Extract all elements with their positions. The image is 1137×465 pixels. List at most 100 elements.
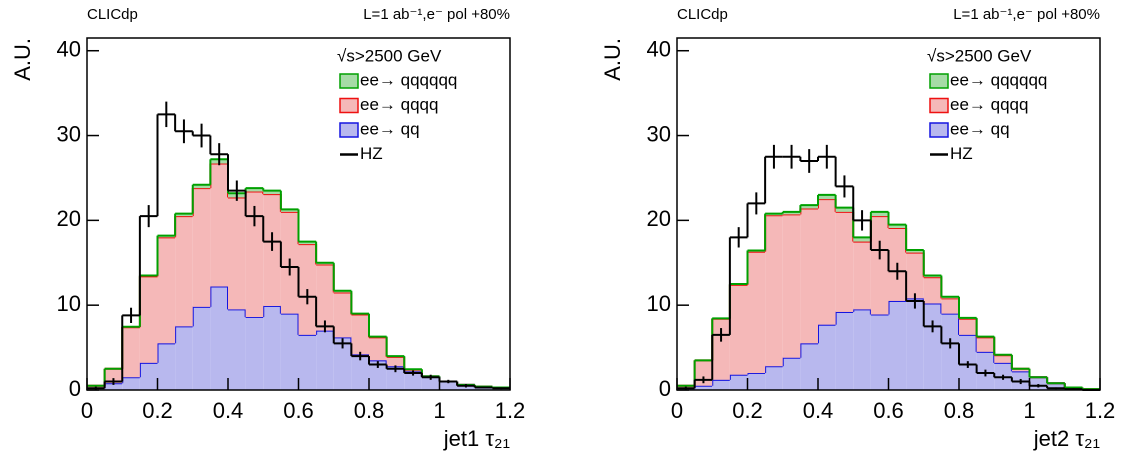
bar-segment bbox=[818, 194, 836, 200]
x-tick-label: 0.2 bbox=[142, 398, 173, 423]
bar-segment bbox=[782, 357, 801, 390]
bar-segment bbox=[386, 356, 405, 367]
y-tick-label: 20 bbox=[57, 206, 81, 231]
legend-label: ee→ qqqqqq bbox=[360, 70, 457, 89]
bar-segment bbox=[835, 311, 854, 390]
bar-segment bbox=[192, 184, 211, 189]
x-tick-label: 0.4 bbox=[213, 398, 244, 423]
bar-segment bbox=[104, 383, 123, 390]
bar-segment bbox=[245, 317, 264, 390]
legend-swatch bbox=[339, 73, 359, 89]
bar-segment bbox=[369, 360, 387, 390]
y-tick-label: 0 bbox=[659, 376, 671, 401]
bar-segment bbox=[122, 327, 140, 378]
bar-segment bbox=[835, 207, 854, 212]
bar-segment bbox=[712, 379, 730, 390]
legend-label: ee→ qqqq bbox=[360, 95, 438, 114]
bar-segment bbox=[192, 306, 211, 390]
bar-segment bbox=[210, 286, 228, 390]
bar-segment bbox=[228, 197, 246, 310]
legend-title: √s>2500 GeV bbox=[337, 46, 442, 65]
y-tick-label: 10 bbox=[647, 291, 671, 316]
bar-segment bbox=[888, 224, 907, 228]
bar-segment bbox=[280, 313, 299, 390]
bar-segment bbox=[870, 314, 889, 390]
x-tick-label: 0 bbox=[81, 398, 93, 423]
bar-segment bbox=[122, 377, 140, 390]
bar-segment bbox=[298, 241, 317, 245]
legend-label: HZ bbox=[360, 144, 383, 163]
legend-label: ee→ qqqqqq bbox=[950, 70, 1047, 89]
legend-swatch bbox=[929, 97, 949, 114]
bar-segment bbox=[782, 211, 801, 215]
legend-swatch bbox=[339, 97, 359, 114]
x-tick-label: 1 bbox=[433, 398, 445, 423]
bar-segment bbox=[941, 313, 959, 390]
bar-segment bbox=[765, 215, 783, 367]
bar-segment bbox=[104, 368, 123, 384]
bar-segment bbox=[245, 188, 264, 192]
corner-right: L=1 ab⁻¹,e⁻ pol +80% bbox=[363, 6, 510, 23]
bar-segment bbox=[994, 355, 1012, 363]
bar-segment bbox=[1047, 383, 1065, 390]
bar-segment bbox=[333, 337, 352, 390]
bar-segment bbox=[729, 284, 748, 375]
corner-right: L=1 ab⁻¹,e⁻ pol +80% bbox=[953, 6, 1100, 23]
x-tick-label: 1 bbox=[1023, 398, 1035, 423]
x-axis-label: jet1 τ₂₁ bbox=[443, 426, 510, 451]
x-tick-label: 0.8 bbox=[354, 398, 385, 423]
bar-segment bbox=[175, 216, 193, 327]
bar-segment bbox=[818, 199, 836, 325]
bar-segment bbox=[175, 326, 193, 390]
bar-segment bbox=[139, 362, 158, 390]
bar-segment bbox=[351, 314, 369, 355]
bar-segment bbox=[316, 330, 334, 390]
bar-segment bbox=[747, 373, 766, 390]
bar-segment bbox=[853, 241, 871, 310]
bar-segment bbox=[139, 276, 158, 363]
bar-segment bbox=[747, 251, 766, 374]
bar-segment bbox=[906, 252, 924, 299]
bar-segment bbox=[800, 343, 818, 390]
bar-segment bbox=[1029, 377, 1048, 390]
x-tick-label: 0 bbox=[671, 398, 683, 423]
bar-segment bbox=[1011, 368, 1030, 372]
x-axis-label: jet2 τ₂₁ bbox=[1033, 426, 1100, 451]
bar-segment bbox=[210, 163, 228, 287]
bar-segment bbox=[906, 298, 924, 390]
y-tick-label: 40 bbox=[57, 37, 81, 62]
bar-segment bbox=[298, 334, 317, 390]
y-axis-label: A.U. bbox=[10, 38, 35, 81]
bar-segment bbox=[818, 324, 836, 390]
bar-segment bbox=[351, 354, 369, 390]
bar-segment bbox=[782, 214, 801, 358]
y-tick-label: 40 bbox=[647, 37, 671, 62]
y-tick-label: 20 bbox=[647, 206, 671, 231]
bar-segment bbox=[800, 208, 818, 344]
bar-segment bbox=[263, 306, 281, 390]
x-tick-label: 1.2 bbox=[495, 398, 526, 423]
x-tick-label: 0.6 bbox=[283, 398, 314, 423]
bar-segment bbox=[175, 213, 193, 217]
bar-segment bbox=[404, 371, 422, 390]
corner-left: CLICdp bbox=[677, 6, 728, 23]
bar-segment bbox=[870, 216, 889, 315]
bar-segment bbox=[245, 191, 264, 318]
bar-segment bbox=[694, 385, 713, 390]
bar-segment bbox=[729, 374, 748, 390]
legend-label: HZ bbox=[950, 144, 973, 163]
bar-segment bbox=[386, 366, 405, 390]
bar-segment bbox=[263, 190, 281, 195]
bar-segment bbox=[853, 309, 871, 390]
bar-segment bbox=[439, 381, 458, 390]
bar-segment bbox=[316, 264, 334, 331]
bar-segment bbox=[835, 211, 854, 312]
bar-segment bbox=[712, 318, 730, 380]
bar-segment bbox=[333, 292, 352, 338]
bar-segment bbox=[976, 337, 995, 352]
legend-label: ee→ qq bbox=[950, 119, 1010, 138]
bar-segment bbox=[853, 237, 871, 242]
legend-title: √s>2500 GeV bbox=[927, 46, 1032, 65]
bar-segment bbox=[192, 188, 211, 307]
